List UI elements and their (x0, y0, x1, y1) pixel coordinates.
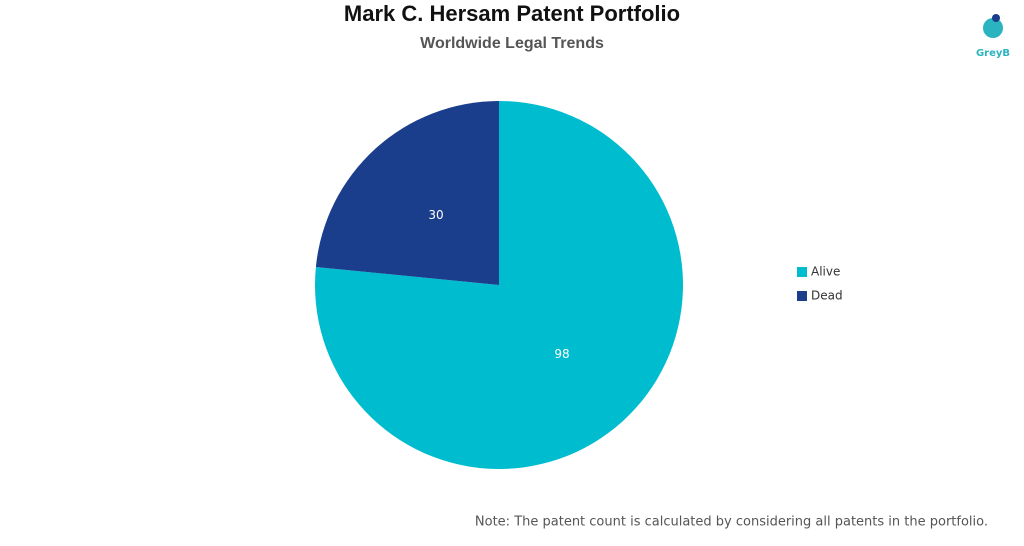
legend-label: Dead (811, 289, 843, 303)
legend-swatch (797, 291, 807, 301)
data-label: 98 (554, 347, 569, 361)
chart-subtitle: Worldwide Legal Trends (420, 35, 604, 52)
logo-dot (992, 14, 1000, 22)
legend-label: Alive (811, 265, 840, 279)
logo: GreyB (976, 14, 1010, 59)
pie-slice (315, 101, 499, 285)
note: Note: The patent count is calculated by … (475, 515, 988, 530)
legend-swatch (797, 267, 807, 277)
data-label: 30 (428, 208, 443, 222)
logo-icon (983, 18, 1003, 38)
logo-text: GreyB (976, 48, 1010, 59)
chart-title: Mark C. Hersam Patent Portfolio (344, 1, 680, 26)
